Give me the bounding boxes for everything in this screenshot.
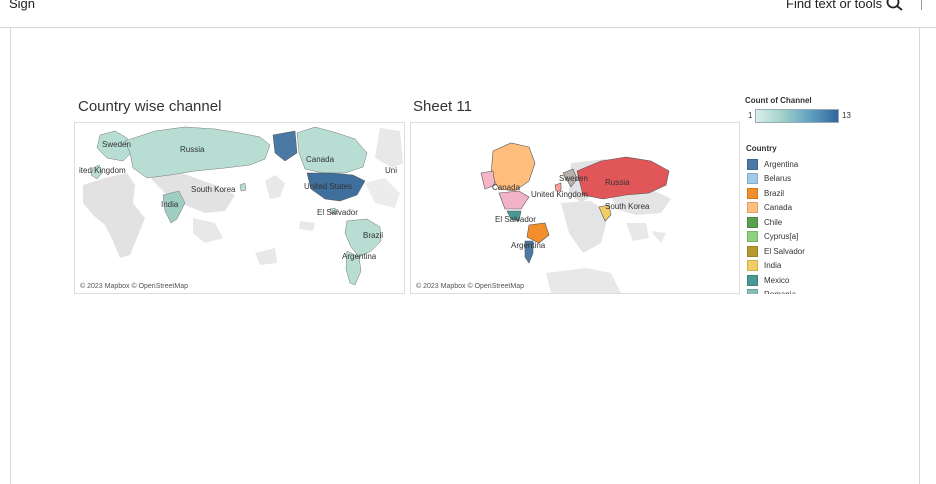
legend-item[interactable]: El Salvador bbox=[747, 244, 805, 259]
legend-item[interactable]: Romania bbox=[747, 288, 805, 294]
map-label-united-kingdom: ited Kingdom bbox=[79, 166, 126, 175]
map-label-sweden-right: Sweden bbox=[559, 174, 588, 183]
legend-item-label: India bbox=[764, 261, 782, 271]
legend-swatch bbox=[747, 202, 758, 214]
map-country-wise-channel[interactable]: Sweden Russia ited Kingdom Canada Uni So… bbox=[74, 122, 405, 294]
map-label-el-salvador: El Salvador bbox=[317, 208, 358, 217]
map-copyright-left: © 2023 Mapbox © OpenStreetMap bbox=[80, 283, 188, 290]
legend-swatch bbox=[747, 231, 758, 243]
legend-item-label: Chile bbox=[764, 217, 783, 227]
map-label-uni: Uni bbox=[385, 166, 397, 175]
map-label-united-states: United States bbox=[304, 182, 352, 191]
legend-swatch bbox=[747, 289, 758, 294]
map-label-el-salvador-right: El Salvador bbox=[495, 215, 536, 224]
map-label-united-kingdom-right: United Kingdom bbox=[531, 190, 588, 199]
legend-swatch bbox=[747, 260, 758, 272]
map-label-russia-right: Russia bbox=[605, 178, 630, 187]
legend-title-country: Country bbox=[746, 144, 777, 153]
legend-title-count-of-channel: Count of Channel bbox=[745, 96, 812, 105]
legend-swatch bbox=[747, 173, 758, 185]
document-frame-left bbox=[10, 28, 11, 484]
legend-item[interactable]: Cyprus[a] bbox=[747, 230, 805, 245]
map-label-argentina-right: Argentina bbox=[511, 241, 546, 250]
map-label-canada-right: Canada bbox=[492, 183, 521, 192]
legend-item-label: Romania bbox=[764, 290, 796, 294]
map-label-russia: Russia bbox=[180, 145, 205, 154]
legend-item-label: El Salvador bbox=[764, 246, 805, 256]
legend-item-label: Mexico bbox=[764, 275, 790, 285]
world-map-left: Sweden Russia ited Kingdom Canada Uni So… bbox=[79, 126, 403, 286]
legend-item[interactable]: Mexico bbox=[747, 273, 805, 288]
sheet-title-country-wise-channel: Country wise channel bbox=[78, 98, 222, 115]
map-label-brazil: Brazil bbox=[363, 231, 383, 240]
legend-color-gradient bbox=[755, 109, 839, 123]
map-label-sweden: Sweden bbox=[102, 140, 131, 149]
legend-count-min: 1 bbox=[748, 111, 753, 120]
legend-item[interactable]: Argentina bbox=[747, 157, 805, 172]
legend-item[interactable]: Belarus bbox=[747, 172, 805, 187]
world-map-right: Canada Sweden Russia United Kingdom Sout… bbox=[480, 142, 671, 293]
legend-item-label: Brazil bbox=[764, 188, 785, 198]
legend-item-label: Argentina bbox=[764, 159, 799, 169]
legend-swatch bbox=[747, 216, 758, 228]
document-frame-right bbox=[919, 28, 920, 484]
legend-item[interactable]: Canada bbox=[747, 201, 805, 216]
legend-item[interactable]: Brazil bbox=[747, 186, 805, 201]
map-label-south-korea-right: South Korea bbox=[605, 202, 650, 211]
map-label-argentina: Argentina bbox=[342, 252, 377, 261]
legend-item-label: Canada bbox=[764, 203, 793, 213]
legend-country-list: Argentina Belarus Brazil Canada Chile Cyprus[… bbox=[747, 157, 805, 294]
map-legend: Count of Channel 1 13 Country Argentina B… bbox=[745, 96, 865, 294]
toolbar-divider bbox=[921, 0, 922, 10]
map-sheet-11[interactable]: Canada Sweden Russia United Kingdom Sout… bbox=[410, 122, 740, 294]
sign-button[interactable]: Sign bbox=[9, 0, 36, 11]
find-text-or-tools-button[interactable]: Find text or tools bbox=[786, 0, 883, 11]
top-toolbar: Sign Find text or tools bbox=[0, 0, 936, 28]
legend-item[interactable]: Chile bbox=[747, 215, 805, 230]
legend-item-label: Cyprus[a] bbox=[764, 232, 799, 242]
sheet-title-sheet-11: Sheet 11 bbox=[413, 98, 472, 115]
legend-count-max: 13 bbox=[842, 111, 851, 120]
legend-item[interactable]: India bbox=[747, 259, 805, 274]
legend-swatch bbox=[747, 187, 758, 199]
legend-swatch bbox=[747, 245, 758, 257]
map-label-india: India bbox=[161, 200, 179, 209]
map-label-south-korea: South Korea bbox=[191, 185, 236, 194]
legend-swatch bbox=[747, 274, 758, 286]
map-label-canada: Canada bbox=[306, 155, 335, 164]
map-copyright-right: © 2023 Mapbox © OpenStreetMap bbox=[416, 283, 524, 290]
legend-swatch bbox=[747, 158, 758, 170]
legend-item-label: Belarus bbox=[764, 174, 792, 184]
search-icon[interactable] bbox=[886, 0, 904, 11]
